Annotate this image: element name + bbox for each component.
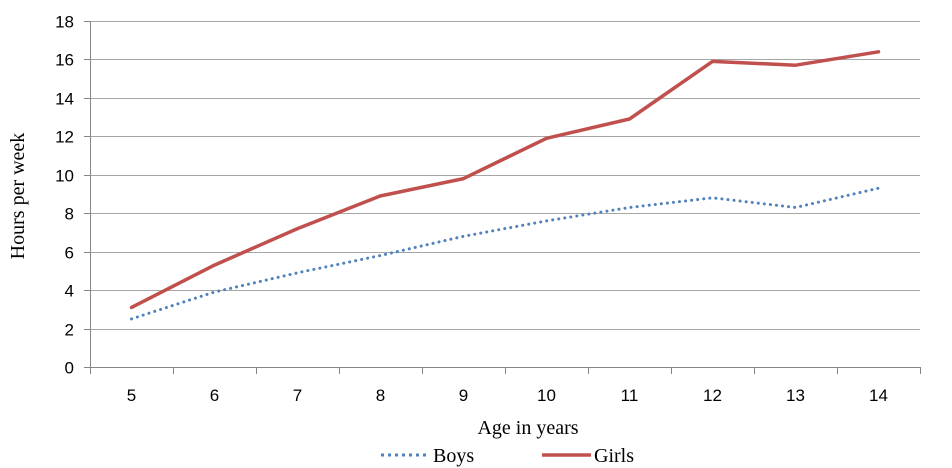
x-tick-label-9: 9 bbox=[459, 386, 468, 405]
x-tick-label-10: 10 bbox=[537, 386, 556, 405]
data-point-girls-11 bbox=[628, 117, 631, 120]
legend: Boys Girls bbox=[381, 445, 634, 467]
y-tick-label-4: 4 bbox=[65, 282, 74, 301]
x-axis-title: Age in years bbox=[477, 417, 578, 439]
x-tick-label-12: 12 bbox=[703, 386, 722, 405]
y-axis-title: Hours per week bbox=[7, 133, 29, 260]
data-point-girls-13 bbox=[794, 64, 797, 67]
y-tick-label-8: 8 bbox=[65, 205, 74, 224]
data-point-boys-11 bbox=[628, 206, 631, 209]
data-point-boys-8 bbox=[379, 254, 382, 257]
y-tick-label-12: 12 bbox=[55, 128, 74, 147]
data-point-boys-7 bbox=[296, 271, 299, 274]
x-tick-label-8: 8 bbox=[376, 386, 385, 405]
data-point-boys-5 bbox=[130, 317, 133, 320]
x-tick-label-5: 5 bbox=[127, 386, 136, 405]
data-point-boys-6 bbox=[213, 290, 216, 293]
data-point-girls-12 bbox=[711, 60, 714, 63]
x-tick-label-6: 6 bbox=[210, 386, 219, 405]
y-tick-label-10: 10 bbox=[55, 167, 74, 186]
gridlines bbox=[90, 21, 920, 330]
legend-label-boys: Boys bbox=[433, 445, 474, 467]
data-point-girls-6 bbox=[213, 264, 216, 267]
data-point-boys-10 bbox=[545, 219, 548, 222]
data-point-boys-12 bbox=[711, 196, 714, 199]
data-point-girls-9 bbox=[462, 177, 465, 180]
data-point-girls-10 bbox=[545, 137, 548, 140]
x-tick-label-11: 11 bbox=[621, 386, 639, 405]
legend-item-boys: Boys bbox=[381, 445, 474, 467]
data-point-boys-13 bbox=[794, 206, 797, 209]
y-tick-label-6: 6 bbox=[65, 244, 74, 263]
data-point-girls-8 bbox=[379, 194, 382, 197]
legend-item-girls: Girls bbox=[542, 445, 634, 467]
x-tick-label-7: 7 bbox=[293, 386, 302, 405]
x-tick-labels: 5 6 7 8 9 10 11 12 13 14 bbox=[127, 386, 888, 405]
y-tick-label-14: 14 bbox=[55, 90, 74, 109]
axes bbox=[84, 21, 921, 374]
series-lines bbox=[129, 50, 881, 321]
series-line-boys bbox=[130, 186, 880, 321]
legend-label-girls: Girls bbox=[594, 445, 634, 467]
data-point-boys-9 bbox=[462, 235, 465, 238]
y-tick-label-16: 16 bbox=[55, 51, 74, 70]
y-tick-label-2: 2 bbox=[65, 321, 74, 340]
data-point-boys-14 bbox=[877, 187, 880, 190]
y-tick-label-18: 18 bbox=[55, 13, 74, 32]
series-line-girls bbox=[129, 50, 881, 310]
y-tick-label-0: 0 bbox=[65, 359, 74, 378]
data-point-girls-14 bbox=[877, 50, 880, 53]
data-point-girls-5 bbox=[130, 306, 133, 309]
y-tick-labels: 0 2 4 6 8 10 12 14 16 18 bbox=[55, 13, 74, 378]
data-point-girls-7 bbox=[296, 227, 299, 230]
x-tick-label-13: 13 bbox=[786, 386, 805, 405]
x-tick-label-14: 14 bbox=[869, 386, 888, 405]
